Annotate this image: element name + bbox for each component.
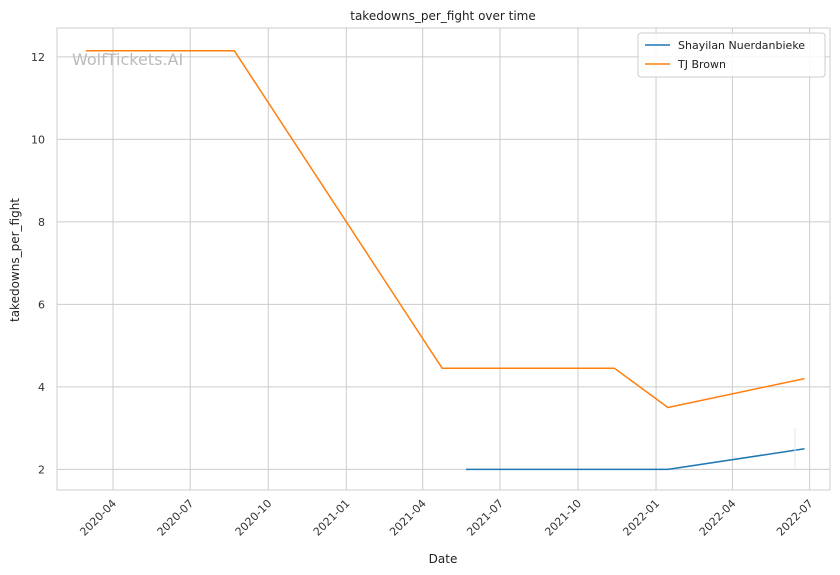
plot-frame	[56, 27, 831, 491]
y-axis-ticks: 2 4 6 8 10 12	[31, 51, 45, 477]
y-tick-label: 2	[38, 463, 45, 476]
y-tick-label: 12	[31, 51, 45, 64]
legend: Shayilan Nuerdanbieke TJ Brown	[637, 32, 826, 78]
series-lines	[85, 49, 805, 471]
watermark: WolfTickets.AI	[72, 50, 183, 69]
series-line	[466, 448, 805, 471]
legend-label: Shayilan Nuerdanbieke	[678, 39, 805, 52]
y-axis-label: takedowns_per_fight	[8, 198, 22, 322]
y-tick-label: 4	[38, 381, 45, 394]
grid-lines	[57, 28, 830, 490]
x-axis-label: Date	[429, 552, 458, 566]
legend-box	[637, 32, 826, 78]
series-line	[85, 49, 805, 409]
chart-title: takedowns_per_fight over time	[350, 9, 536, 23]
y-tick-label: 6	[38, 298, 45, 311]
legend-label: TJ Brown	[677, 58, 726, 71]
y-tick-label: 10	[31, 133, 45, 146]
y-tick-label: 8	[38, 216, 45, 229]
